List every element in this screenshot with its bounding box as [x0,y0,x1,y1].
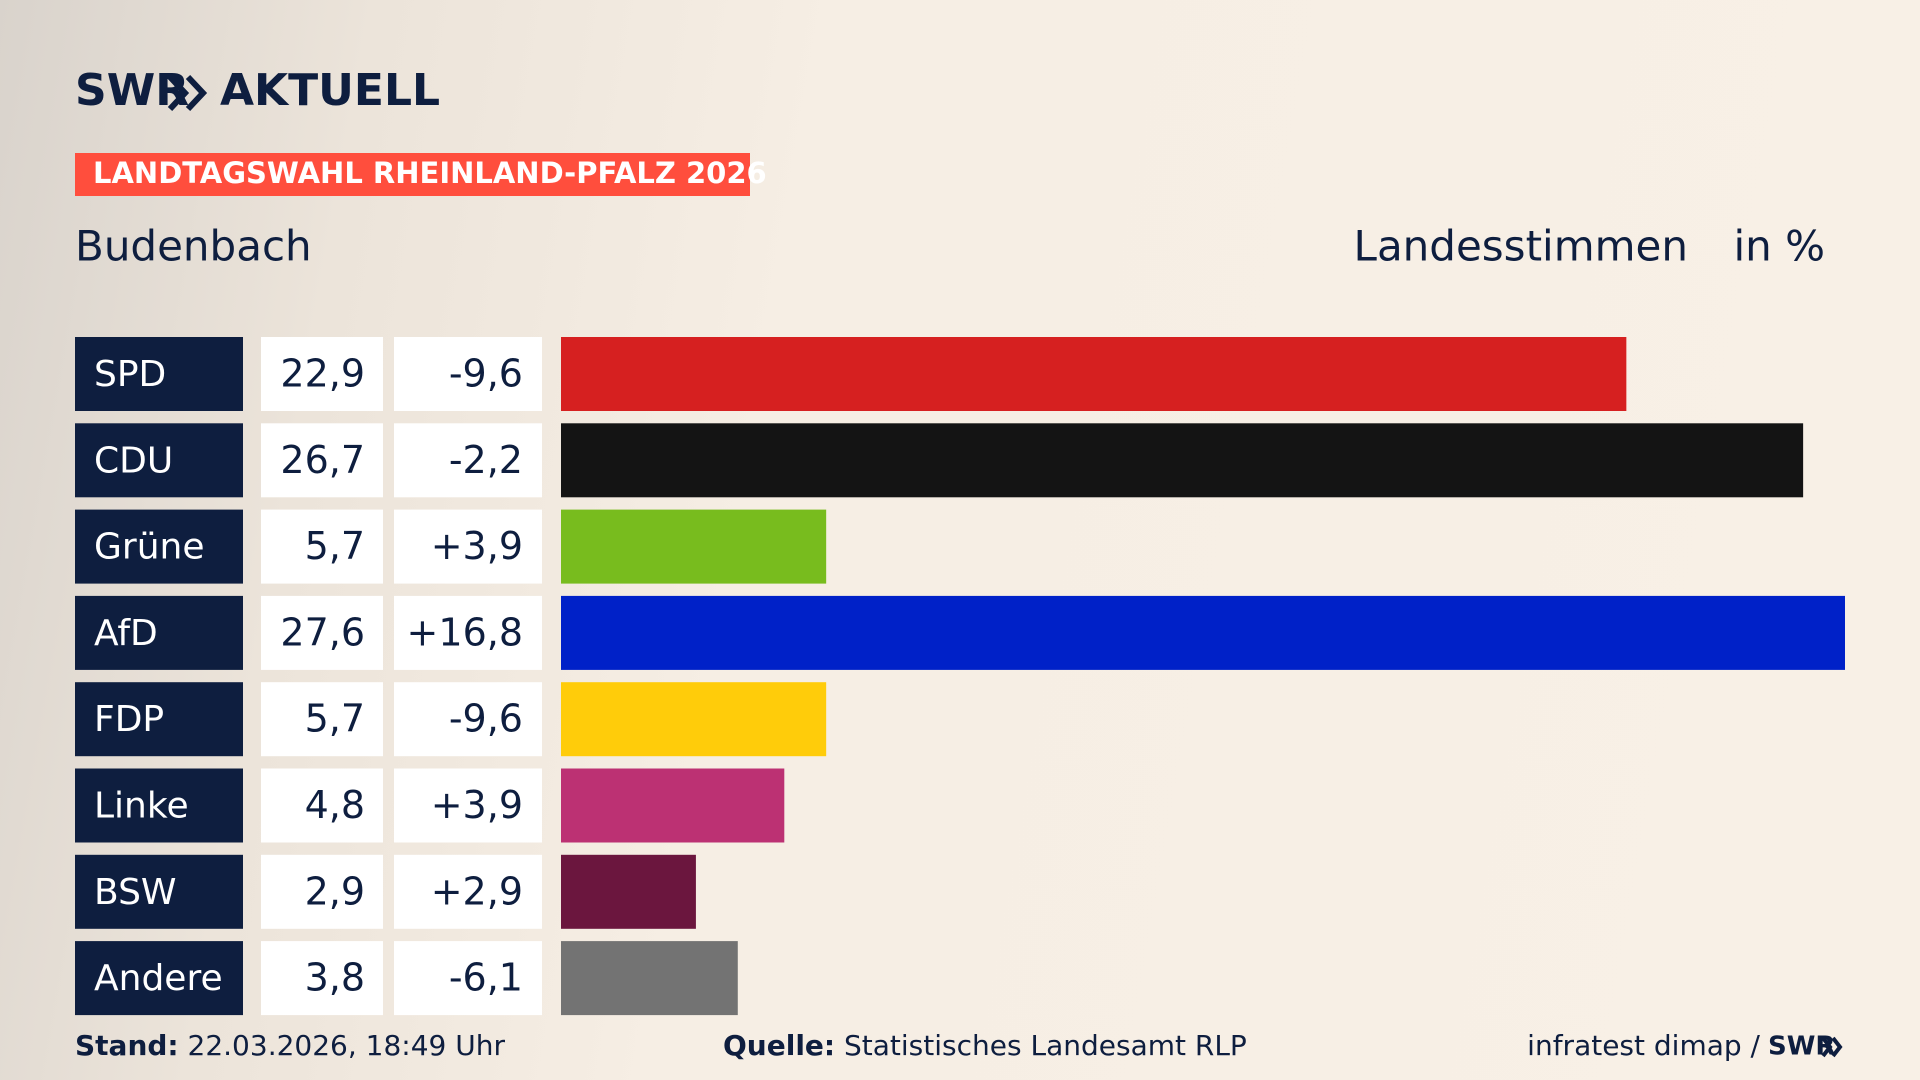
party-box [75,337,243,411]
change-label: -9,6 [449,697,523,741]
value-box [261,423,383,498]
party-label: Grüne [94,527,204,568]
stand-label: Stand: [75,1029,179,1062]
change-box [394,337,542,411]
logo-chevron [1821,1036,1833,1058]
change-label: -6,1 [449,956,523,1000]
value-label: 27,6 [280,610,365,654]
change-label: +3,9 [431,783,523,827]
stand-value: 22.03.2026, 18:49 Uhr [188,1029,506,1062]
stand: Stand: 22.03.2026, 18:49 Uhr [75,1029,505,1062]
credit: infratest dimap / [1527,1029,1760,1062]
party-box [75,854,243,929]
change-box [394,682,542,757]
value-box [261,595,383,670]
change-label: +16,8 [407,610,523,654]
value-label: 5,7 [305,697,365,741]
bar [561,941,738,1016]
bar [561,337,1627,411]
change-label: +2,9 [431,869,523,913]
bar [561,423,1804,498]
party-box [75,423,243,498]
value-box [261,682,383,757]
party-label: Andere [94,958,223,999]
change-label: -9,6 [449,352,523,396]
bar [561,595,1845,670]
party-box [75,941,243,1016]
value-label: 4,8 [305,783,365,827]
change-box [394,768,542,843]
value-box [261,337,383,411]
badge-bg [75,153,750,196]
party-box [75,682,243,757]
value-box [261,941,383,1016]
bar [561,509,827,584]
value-header: Landesstimmen [1354,222,1688,271]
party-label: Linke [94,786,189,827]
chart-title: Budenbach [75,222,312,271]
value-box [261,509,383,584]
logo-chevron [185,74,208,112]
party-label: CDU [94,440,173,481]
change-box [394,423,542,498]
badge: LANDTAGSWAHL RHEINLAND-PFALZ 2026 [93,156,767,190]
source: Quelle: Statistisches Landesamt RLP [723,1029,1247,1062]
party-box [75,768,243,843]
change-label: -2,2 [449,438,523,482]
change-box [394,509,542,584]
source-value: Statistisches Landesamt RLP [844,1029,1247,1062]
change-box [394,941,542,1016]
value-label: 3,8 [305,956,365,1000]
value-label: 5,7 [305,524,365,568]
bar [561,854,696,929]
change-box [394,854,542,929]
credit-logo: SWR [1768,1032,1835,1062]
party-label: AfD [94,613,158,654]
party-box [75,595,243,670]
bar [561,768,785,843]
value-label: 2,9 [305,869,365,913]
value-label: 22,9 [280,352,365,396]
change-label: +3,9 [431,524,523,568]
bar [561,682,827,757]
value-box [261,854,383,929]
value-box [261,768,383,843]
change-box [394,595,542,670]
unit: in % [1733,222,1825,271]
logo-aktuell: AKTUELL [220,65,440,116]
party-box [75,509,243,584]
logo-chevron [167,74,190,112]
logo-chevron [1831,1036,1843,1058]
value-label: 26,7 [280,438,365,482]
party-label: BSW [94,872,177,913]
source-label: Quelle: [723,1029,835,1062]
party-label: FDP [94,699,164,740]
party-label: SPD [94,354,166,395]
